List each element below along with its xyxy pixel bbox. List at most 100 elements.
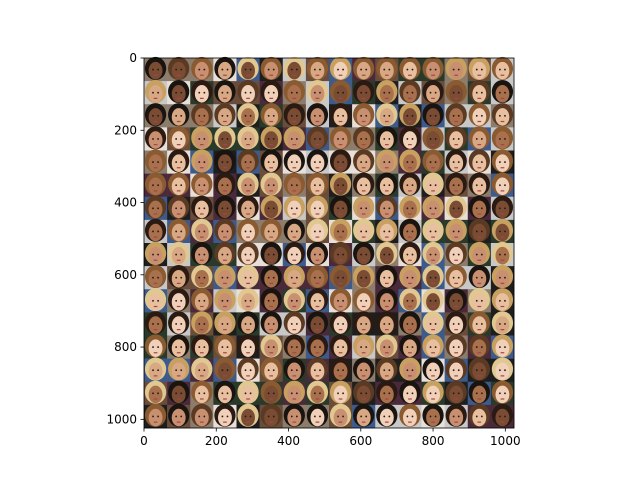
face-tile (467, 56, 492, 82)
face-tile (421, 56, 445, 82)
face-tile (490, 357, 515, 383)
face-tile (352, 288, 376, 313)
face-tile (167, 288, 191, 313)
face-tile (375, 241, 399, 267)
face-tile (167, 126, 191, 151)
face-tile (190, 380, 214, 406)
face-tile (282, 403, 307, 429)
face-tile (329, 264, 353, 290)
face-tile (282, 56, 307, 82)
face-tile (375, 288, 399, 313)
face-tile (444, 311, 469, 336)
face-tile (375, 311, 399, 336)
face-tile (190, 311, 214, 336)
face-tile (282, 241, 307, 267)
face-tile (190, 264, 214, 290)
face-tile (259, 241, 284, 267)
face-tile (282, 218, 307, 244)
face-tile (190, 56, 214, 82)
face-tile (398, 241, 422, 267)
face-tile (305, 311, 330, 336)
face-tile (375, 126, 399, 151)
face-tile (421, 403, 445, 429)
face-tile (467, 172, 492, 198)
face-tile (190, 195, 214, 221)
face-tile (444, 172, 469, 198)
face-tile (144, 195, 168, 221)
face-tile (259, 288, 284, 313)
face-tile (421, 103, 445, 128)
face-tile (329, 288, 353, 313)
face-tile (421, 334, 445, 359)
face-tile (259, 380, 284, 406)
face-tile (490, 195, 515, 221)
face-tile (375, 357, 399, 383)
face-tile (375, 172, 399, 198)
face-tile (398, 357, 422, 383)
face-tile (421, 195, 445, 221)
face-tile (236, 357, 260, 383)
face-tile (329, 195, 353, 221)
face-tile (259, 79, 284, 105)
face-tile (213, 311, 237, 336)
y-tick-label: 400 (114, 196, 137, 210)
x-tick-label: 1000 (490, 434, 521, 448)
face-tile (421, 288, 445, 313)
face-tile (398, 79, 422, 105)
x-tick-label: 200 (205, 434, 228, 448)
face-tile (282, 126, 307, 151)
face-tile (259, 218, 284, 244)
face-tile (167, 380, 191, 406)
face-tile (282, 288, 307, 313)
y-tick-label: 800 (114, 340, 137, 354)
face-tile (352, 172, 376, 198)
face-tile (352, 403, 376, 429)
face-tile (236, 264, 260, 290)
face-tile (421, 241, 445, 267)
face-tile (305, 149, 330, 174)
face-tile (144, 264, 168, 290)
face-tile (467, 79, 492, 105)
face-tile (305, 79, 330, 105)
face-tile (467, 334, 492, 359)
face-tile (444, 218, 469, 244)
face-tile (190, 241, 214, 267)
face-tile (190, 149, 214, 174)
face-tile (467, 357, 492, 383)
face-tile (213, 334, 237, 359)
face-tile (144, 126, 168, 151)
face-tile (444, 103, 469, 128)
face-tile (305, 380, 330, 406)
face-tile (144, 172, 168, 198)
face-tile (259, 403, 284, 429)
face-tile (352, 56, 376, 82)
face-tile (467, 195, 492, 221)
face-tile (213, 218, 237, 244)
face-tile (490, 149, 515, 174)
face-tile (375, 334, 399, 359)
face-tile (490, 172, 515, 198)
face-tile (213, 149, 237, 174)
face-tile (236, 126, 260, 151)
face-tile (236, 403, 260, 429)
face-tile (467, 288, 492, 313)
face-tile (444, 56, 469, 82)
face-tile (190, 79, 214, 105)
face-tile (375, 380, 399, 406)
y-tick-label: 200 (114, 123, 137, 137)
face-tile (352, 264, 376, 290)
face-tile (259, 311, 284, 336)
face-tile (190, 357, 214, 383)
face-tile (282, 149, 307, 174)
face-tile (375, 403, 399, 429)
face-tile (444, 241, 469, 267)
face-tile (236, 172, 260, 198)
face-tile (236, 311, 260, 336)
face-tile (213, 103, 237, 128)
face-tile (282, 103, 307, 128)
face-tile (444, 380, 469, 406)
face-tile (167, 311, 191, 336)
face-tile (444, 264, 469, 290)
face-tile (305, 264, 330, 290)
